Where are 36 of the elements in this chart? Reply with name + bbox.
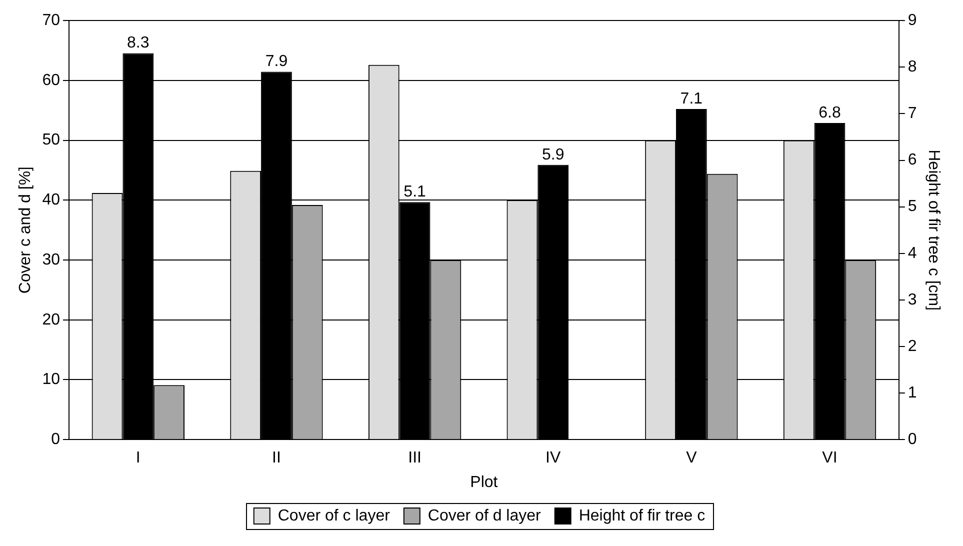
- x-tick-label: II: [272, 450, 281, 467]
- x-axis-title: Plot: [470, 474, 498, 491]
- y2-tick-label: 2: [908, 338, 917, 355]
- y2-tick-label: 7: [908, 105, 917, 122]
- y-tick-label: 70: [42, 12, 60, 30]
- y-tick-label: 60: [42, 72, 60, 89]
- legend-label: Cover of d layer: [428, 507, 542, 524]
- y2-tick-label: 0: [908, 431, 917, 448]
- y-tick-label: 0: [51, 431, 60, 448]
- data-label: 5.9: [542, 146, 564, 164]
- data-label: 6.8: [818, 104, 841, 122]
- data-label: 8.3: [127, 34, 150, 52]
- y2-tick-label: 9: [908, 12, 917, 30]
- y2-tick-label: 6: [908, 152, 917, 169]
- data-label: 7.9: [265, 53, 288, 70]
- y2-tick-label: 8: [908, 58, 917, 76]
- y-tick-label: 30: [42, 251, 60, 268]
- x-tick-label: I: [136, 450, 140, 467]
- x-tick-label: III: [408, 450, 422, 467]
- y-axis-title: Cover c and d [%]: [17, 166, 34, 294]
- y-tick-label: 20: [42, 311, 60, 328]
- legend-label: Cover of c layer: [278, 507, 391, 524]
- x-tick-label: IV: [546, 450, 561, 467]
- y2-tick-label: 4: [908, 244, 917, 262]
- data-label: 7.1: [680, 90, 703, 108]
- y-tick-label: 50: [42, 132, 60, 149]
- y-tick-label: 40: [42, 192, 60, 209]
- y2-tick-label: 1: [908, 384, 917, 402]
- y-tick-label: 10: [42, 371, 60, 388]
- legend-label: Height of fir tree c: [578, 507, 706, 524]
- data-label: 5.1: [404, 184, 426, 201]
- x-tick-label: VI: [822, 450, 838, 467]
- y2-tick-label: 3: [908, 291, 917, 308]
- x-tick-label: V: [686, 450, 698, 467]
- y2-tick-label: 5: [908, 198, 917, 216]
- y2-axis-title: Height of fir tree c [cm]: [924, 150, 942, 311]
